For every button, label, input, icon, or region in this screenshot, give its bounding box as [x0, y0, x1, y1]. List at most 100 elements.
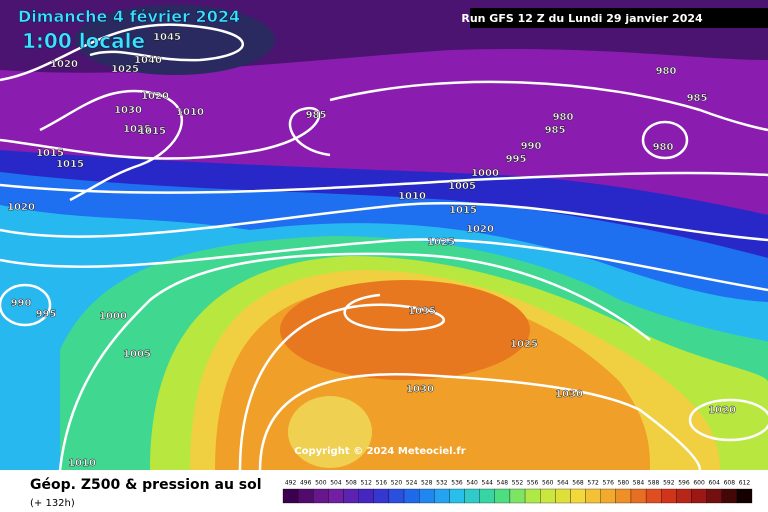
isobars: [0, 23, 768, 471]
colorbar-swatch: [676, 488, 692, 504]
colorbar-tick-label: 496: [300, 480, 312, 487]
colorbar-tick-label: 516: [376, 480, 388, 487]
isobar-label: 1010: [398, 191, 426, 202]
isobar-label: 1045: [153, 32, 181, 43]
colorbar-swatch: [343, 488, 359, 504]
isobar-label: 1025: [427, 237, 455, 248]
isobar-label: 1020: [466, 224, 494, 235]
header: Dimanche 4 février 2024 1:00 locale Run …: [18, 7, 768, 53]
lead-time: (+ 132h): [30, 498, 75, 509]
colorbar-tick-label: 500: [315, 480, 327, 487]
colorbar-swatch: [540, 488, 556, 504]
isobar-label: 1030: [406, 384, 434, 395]
colorbar-tick-label: 584: [633, 480, 645, 487]
colorbar-tick-label: 612: [739, 480, 751, 487]
isobar-label: 1005: [123, 349, 151, 360]
colorbar-swatch: [464, 488, 480, 504]
colorbar-swatch: [373, 488, 390, 504]
colorbar-swatch: [358, 488, 374, 504]
isobar-label: 980: [653, 142, 674, 153]
isobar-label: 1015: [138, 126, 166, 137]
isobar-label: 1030: [114, 105, 142, 116]
colorbar-tick-label: 596: [678, 480, 690, 487]
colorbar-tick-label: 608: [724, 480, 736, 487]
isobar-label: 1000: [471, 168, 499, 179]
isobar-label: 1040: [134, 55, 162, 66]
colorbar-swatch: [600, 488, 616, 504]
colorbar-swatch: [615, 488, 632, 504]
map-time: 1:00 locale: [22, 29, 145, 53]
isobar-label: 1035: [408, 306, 436, 317]
map-title: Dimanche 4 février 2024: [18, 7, 240, 26]
isobar-label: 1025: [510, 339, 538, 350]
colorbar-tick-label: 492: [285, 480, 297, 487]
map-background: [0, 0, 768, 471]
run-info: Run GFS 12 Z du Lundi 29 janvier 2024: [461, 12, 703, 25]
colorbar-tick-label: 572: [587, 480, 599, 487]
colorbar-tick-label: 576: [603, 480, 615, 487]
isobar-label: 1020: [141, 91, 169, 102]
colorbar-swatch: [736, 488, 753, 504]
colorbar-tick-label: 528: [421, 480, 433, 487]
colorbar-swatch: [419, 488, 435, 504]
colorbar-tick-label: 548: [497, 480, 509, 487]
isobar-label: 980: [553, 112, 574, 123]
colorbar-tick-label: 520: [391, 480, 403, 487]
colorbar-tick-label: 568: [572, 480, 584, 487]
isobar-label: 1000: [99, 311, 127, 322]
isobar-label: 980: [656, 66, 677, 77]
colorbar-swatch: [434, 488, 450, 504]
colorbar-swatch: [282, 488, 299, 504]
colorbar-swatch: [630, 488, 647, 504]
colorbar-swatch: [721, 488, 738, 504]
copyright: Copyright © 2024 Meteociel.fr: [294, 446, 465, 457]
isobar-label: 1015: [56, 159, 84, 170]
colorbar-tick-label: 540: [466, 480, 478, 487]
colorbar-tick-label: 532: [436, 480, 448, 487]
isobar-label: 1020: [7, 202, 35, 213]
colorbar-swatch: [479, 488, 495, 504]
colorbar-tick-label: 544: [482, 480, 494, 487]
colorbar-tick-label: 512: [360, 480, 372, 487]
colorbar-tick-label: 508: [345, 480, 357, 487]
isobar-label: 985: [687, 93, 708, 104]
colorbar-swatch: [691, 488, 707, 504]
colorbar-tick-label: 560: [542, 480, 554, 487]
isobar-label: 1025: [123, 124, 151, 135]
isobar-label: 1015: [36, 148, 64, 159]
colorbar-tick-label: 592: [663, 480, 675, 487]
colorbar-tick-label: 552: [512, 480, 524, 487]
colorbar-swatch: [297, 488, 314, 504]
colorbar: 492 496 500 504 508 512 516 520 524 528 532 536 540 5…: [282, 480, 753, 504]
isobar-label: 1010: [176, 107, 204, 118]
isobar-label: 1020: [708, 405, 736, 416]
colorbar-swatch: [494, 488, 511, 504]
isobar-label: 995: [36, 309, 57, 320]
isobar-label: 985: [545, 125, 566, 136]
colorbar-swatch: [661, 488, 677, 504]
isobar-label: 985: [306, 110, 327, 121]
isobar-label: 1015: [449, 205, 477, 216]
isobar-label: 990: [11, 298, 32, 309]
colorbar-tick-label: 588: [648, 480, 660, 487]
isobar-label: 1025: [111, 64, 139, 75]
colorbar-swatch: [509, 488, 526, 504]
colorbar-swatch: [570, 488, 586, 504]
isobar-label: 990: [521, 141, 542, 152]
colorbar-swatch: [524, 488, 541, 504]
isobar-label: 1030: [555, 389, 583, 400]
colorbar-swatch: [449, 488, 465, 504]
colorbar-tick-label: 504: [330, 480, 342, 487]
colorbar-tick-label: 556: [527, 480, 539, 487]
colorbar-tick-label: 536: [451, 480, 463, 487]
colorbar-swatch: [313, 488, 329, 504]
colorbar-tick-label: 600: [693, 480, 705, 487]
colorbar-tick-label: 580: [618, 480, 630, 487]
run-box: [470, 8, 768, 28]
colorbar-swatch: [388, 488, 405, 504]
colorbar-swatch: [645, 488, 662, 504]
colorbar-swatch: [328, 488, 344, 504]
colorbar-swatch: [403, 488, 420, 504]
